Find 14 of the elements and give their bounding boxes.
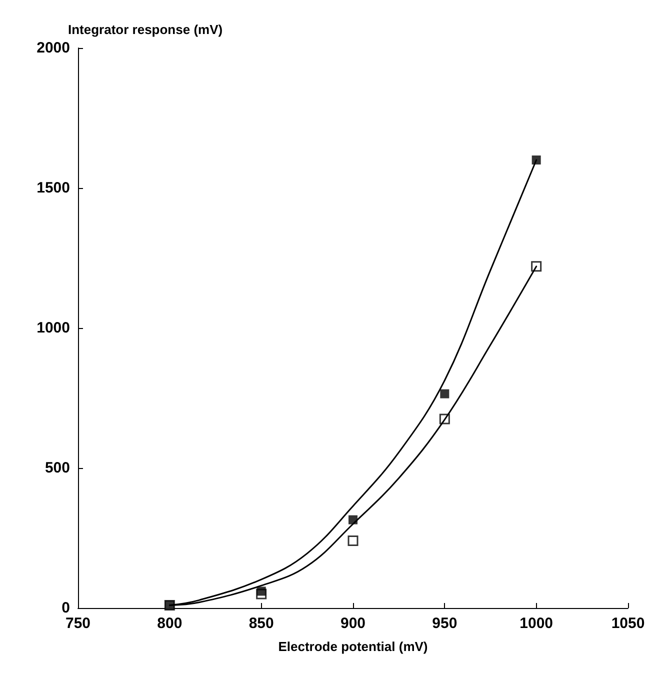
y-tick-label: 0 (62, 600, 70, 616)
y-axis-title: Integrator response (mV) (68, 22, 223, 37)
x-tick-label: 750 (65, 615, 91, 632)
x-axis-title: Electrode potential (mV) (278, 639, 428, 654)
x-tick-label: 850 (248, 615, 274, 632)
x-tick-label: 900 (340, 615, 366, 632)
x-tick-label: 1000 (520, 615, 554, 632)
x-tick-label: 800 (157, 615, 182, 632)
y-tick-label: 1000 (36, 320, 70, 336)
x-tick-label: 1050 (611, 615, 645, 632)
y-tick-label: 2000 (36, 40, 70, 56)
x-tick-label: 950 (432, 615, 458, 632)
y-tick-label: 500 (44, 460, 70, 476)
y-tick-label: 1500 (36, 180, 70, 196)
